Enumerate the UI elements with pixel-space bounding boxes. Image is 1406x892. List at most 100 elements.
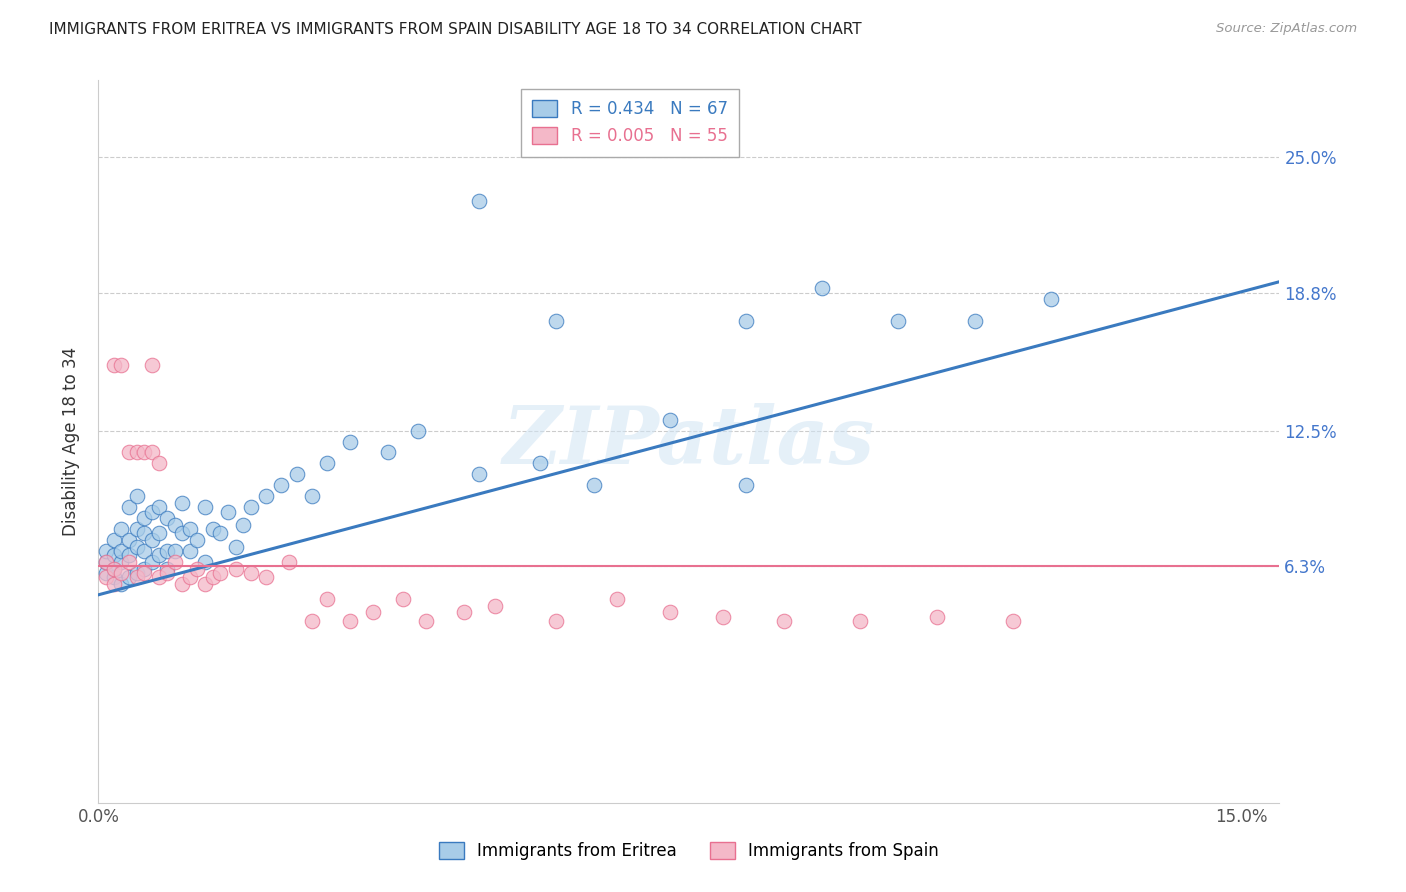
- Point: [544, 614, 567, 628]
- Point: [239, 566, 262, 580]
- Point: [94, 570, 117, 584]
- Point: [125, 445, 148, 459]
- Point: [118, 549, 141, 563]
- Point: [194, 555, 217, 569]
- Point: [316, 592, 339, 607]
- Point: [301, 489, 323, 503]
- Point: [225, 540, 247, 554]
- Point: [194, 500, 217, 515]
- Point: [179, 570, 201, 584]
- Point: [254, 570, 277, 584]
- Point: [484, 599, 506, 613]
- Point: [201, 522, 224, 536]
- Point: [811, 281, 834, 295]
- Point: [735, 478, 758, 492]
- Point: [118, 445, 141, 459]
- Point: [110, 566, 132, 580]
- Point: [125, 566, 148, 580]
- Point: [141, 358, 163, 372]
- Point: [392, 592, 415, 607]
- Point: [658, 605, 681, 619]
- Point: [156, 561, 179, 575]
- Point: [134, 445, 156, 459]
- Point: [277, 555, 299, 569]
- Point: [544, 314, 567, 328]
- Point: [163, 544, 186, 558]
- Point: [156, 511, 179, 525]
- Point: [172, 526, 194, 541]
- Point: [118, 570, 141, 584]
- Point: [94, 544, 117, 558]
- Point: [254, 489, 277, 503]
- Point: [963, 314, 986, 328]
- Point: [339, 434, 361, 449]
- Point: [103, 549, 125, 563]
- Point: [232, 517, 254, 532]
- Point: [415, 614, 437, 628]
- Point: [103, 561, 125, 575]
- Point: [179, 522, 201, 536]
- Point: [118, 500, 141, 515]
- Point: [925, 609, 948, 624]
- Point: [134, 566, 156, 580]
- Point: [711, 609, 734, 624]
- Point: [134, 526, 156, 541]
- Text: Source: ZipAtlas.com: Source: ZipAtlas.com: [1216, 22, 1357, 36]
- Point: [408, 424, 430, 438]
- Point: [103, 358, 125, 372]
- Point: [361, 605, 384, 619]
- Point: [141, 445, 163, 459]
- Point: [285, 467, 308, 482]
- Text: IMMIGRANTS FROM ERITREA VS IMMIGRANTS FROM SPAIN DISABILITY AGE 18 TO 34 CORRELA: IMMIGRANTS FROM ERITREA VS IMMIGRANTS FR…: [49, 22, 862, 37]
- Point: [186, 533, 208, 547]
- Point: [110, 544, 132, 558]
- Point: [606, 592, 628, 607]
- Point: [270, 478, 292, 492]
- Point: [217, 505, 239, 519]
- Point: [94, 555, 117, 569]
- Point: [103, 577, 125, 591]
- Point: [125, 489, 148, 503]
- Point: [118, 533, 141, 547]
- Point: [110, 577, 132, 591]
- Point: [735, 314, 758, 328]
- Point: [141, 505, 163, 519]
- Point: [186, 561, 208, 575]
- Point: [468, 194, 491, 208]
- Point: [110, 555, 132, 569]
- Point: [134, 544, 156, 558]
- Point: [125, 522, 148, 536]
- Point: [582, 478, 605, 492]
- Point: [339, 614, 361, 628]
- Point: [658, 412, 681, 426]
- Point: [103, 533, 125, 547]
- Point: [239, 500, 262, 515]
- Point: [468, 467, 491, 482]
- Point: [887, 314, 910, 328]
- Point: [148, 570, 170, 584]
- Point: [118, 555, 141, 569]
- Point: [94, 555, 117, 569]
- Point: [773, 614, 796, 628]
- Point: [148, 549, 170, 563]
- Point: [225, 561, 247, 575]
- Point: [209, 526, 232, 541]
- Point: [1001, 614, 1024, 628]
- Point: [148, 500, 170, 515]
- Point: [110, 358, 132, 372]
- Point: [849, 614, 872, 628]
- Point: [103, 561, 125, 575]
- Point: [1039, 292, 1062, 306]
- Point: [134, 511, 156, 525]
- Point: [377, 445, 399, 459]
- Point: [316, 457, 339, 471]
- Point: [125, 570, 148, 584]
- Point: [134, 561, 156, 575]
- Point: [179, 544, 201, 558]
- Point: [110, 522, 132, 536]
- Point: [141, 533, 163, 547]
- Point: [156, 544, 179, 558]
- Point: [148, 457, 170, 471]
- Point: [156, 566, 179, 580]
- Point: [209, 566, 232, 580]
